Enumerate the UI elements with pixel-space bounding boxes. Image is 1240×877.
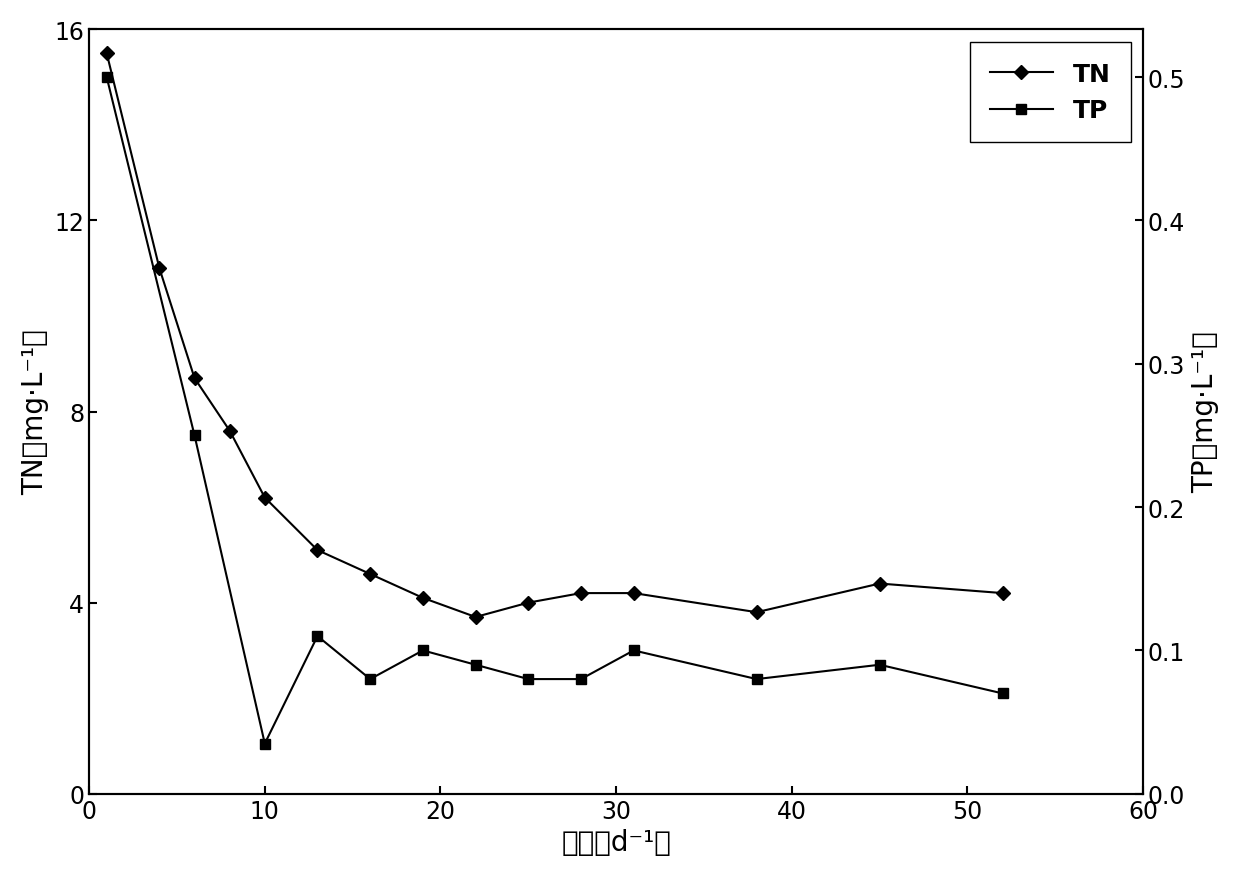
TP — [996, 688, 1011, 699]
TP — [872, 660, 887, 670]
TN — [99, 49, 114, 60]
TP — [749, 674, 764, 685]
TP — [521, 674, 536, 685]
TP — [187, 431, 202, 441]
Y-axis label: TN（mg·L⁻¹）: TN（mg·L⁻¹） — [21, 329, 48, 495]
Line: TN: TN — [102, 49, 1007, 622]
TN — [626, 588, 641, 599]
TN — [469, 612, 484, 623]
TN — [996, 588, 1011, 599]
TN — [574, 588, 589, 599]
TN — [310, 545, 325, 556]
TN — [872, 579, 887, 589]
TP — [626, 645, 641, 656]
TP — [258, 738, 273, 749]
Y-axis label: TP（mg·L⁻¹）: TP（mg·L⁻¹） — [1192, 332, 1219, 493]
TN — [222, 426, 237, 437]
Legend: TN, TP: TN, TP — [970, 43, 1131, 143]
TP — [469, 660, 484, 670]
TP — [574, 674, 589, 685]
TN — [749, 607, 764, 617]
Line: TP: TP — [102, 73, 1007, 749]
TP — [415, 645, 430, 656]
TN — [258, 493, 273, 503]
TP — [363, 674, 378, 685]
X-axis label: 时间（d⁻¹）: 时间（d⁻¹） — [562, 828, 671, 856]
TN — [415, 593, 430, 603]
TN — [153, 264, 167, 275]
TP — [99, 73, 114, 83]
TN — [363, 569, 378, 580]
TN — [187, 374, 202, 384]
TN — [521, 598, 536, 609]
TP — [310, 631, 325, 642]
